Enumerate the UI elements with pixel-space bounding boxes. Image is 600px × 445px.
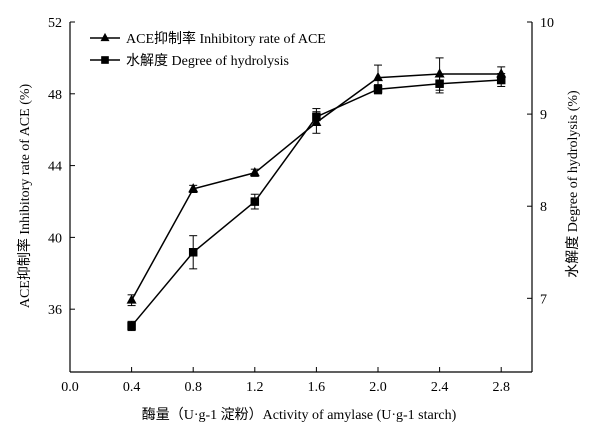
data-point: [496, 75, 506, 85]
data-point: [434, 68, 445, 78]
series-hydrolysis-degree: [127, 73, 506, 332]
left-y-tick-label: 36: [48, 303, 62, 318]
data-point: [312, 112, 321, 122]
data-point: [126, 294, 137, 304]
right-y-tick-label: 9: [540, 108, 547, 123]
right-y-axis-label: 水解度 Degree of hydrolysis (%): [565, 90, 581, 278]
data-point: [188, 248, 198, 257]
series-ace-inhibition: [126, 57, 507, 307]
right-y-tick-label: 10: [540, 16, 554, 31]
left-y-tick-label: 40: [48, 231, 62, 246]
axes: [69, 22, 533, 373]
data-point: [188, 183, 199, 193]
series-layer: [126, 57, 507, 332]
x-tick-label: 0.4: [123, 380, 141, 395]
left-y-tick-label: 48: [48, 88, 62, 103]
x-tick-label: 2.0: [369, 380, 387, 395]
series-line: [130, 73, 502, 301]
left-y-tick-label: 44: [48, 160, 62, 175]
right-y-axis-ticks: 7 8 9 10: [527, 16, 554, 307]
legend-label: ACE抑制率 Inhibitory rate of ACE: [126, 30, 326, 47]
legend-marker: [101, 56, 109, 64]
x-axis-ticks: 0.0 0.4 0.8 1.2 1.6 2.0 2.4 2.8: [61, 367, 510, 395]
x-tick-label: 1.6: [308, 380, 326, 395]
right-y-tick-label: 7: [540, 292, 547, 307]
x-tick-label: 2.8: [492, 380, 510, 395]
data-point: [249, 167, 260, 177]
x-axis-label: 酶量（U·g-1 淀粉）Activity of amylase (U·g-1 s…: [142, 407, 457, 423]
data-point: [373, 71, 383, 82]
data-point: [435, 79, 444, 88]
x-tick-label: 1.2: [246, 380, 264, 395]
x-tick-label: 0.0: [61, 380, 79, 395]
left-y-tick-label: 52: [48, 16, 62, 31]
data-point: [373, 84, 383, 94]
right-y-tick-label: 8: [540, 200, 547, 215]
x-tick-label: 2.4: [431, 380, 449, 395]
data-point: [127, 321, 136, 331]
left-y-axis-label: ACE抑制率 Inhibitory rate of ACE (%): [16, 83, 33, 308]
legend: ACE抑制率 Inhibitory rate of ACE 水解度 Degree …: [90, 30, 326, 69]
data-point: [496, 68, 507, 78]
x-tick-label: 0.8: [184, 380, 202, 395]
data-point: [250, 197, 260, 206]
left-y-axis-ticks: 36 40 44 48 52: [48, 16, 75, 318]
legend-label: 水解度 Degree of hydrolysis: [126, 53, 289, 69]
legend-marker: [100, 32, 110, 42]
